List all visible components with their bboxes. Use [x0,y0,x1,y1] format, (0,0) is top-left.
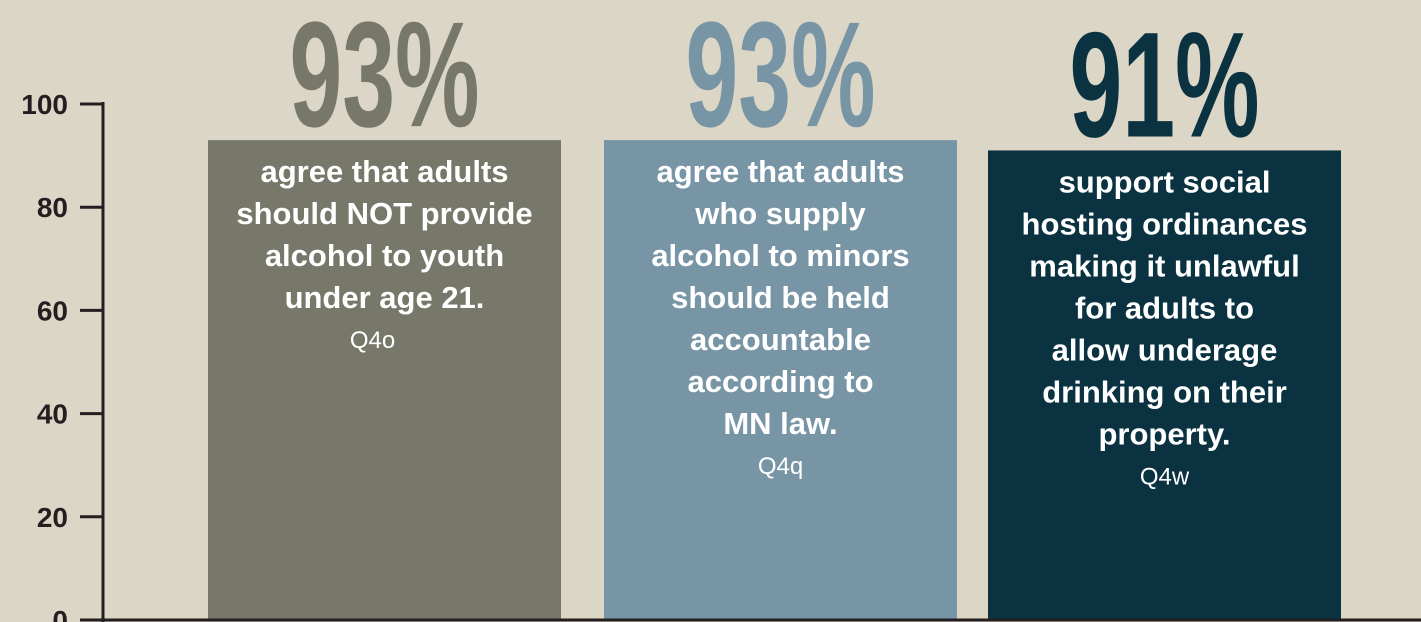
bar-description: for adults to [1075,290,1254,325]
bar-description: drinking on their [1042,374,1287,409]
y-tick-label: 20 [37,502,68,533]
bar [604,140,957,620]
y-tick-label: 60 [37,295,68,326]
bar-description: should be held [671,280,890,315]
bar-description: accountable [690,322,871,357]
question-code: Q4o [350,327,395,354]
y-tick-label: 100 [21,89,68,120]
bar-description: MN law. [723,406,837,441]
bar-description: under age 21. [285,280,485,315]
bar-description: agree that adults [260,154,508,189]
question-code: Q4w [1140,463,1190,490]
y-tick-label: 0 [52,605,68,622]
bar-description: alcohol to minors [651,238,909,273]
bar-description: making it unlawful [1029,248,1299,283]
y-tick-label: 40 [37,399,68,430]
bar-description: who supply [694,196,866,231]
bar-description: property. [1098,416,1230,451]
bar-description: should NOT provide [236,196,532,231]
bar-description: alcohol to youth [265,238,504,273]
bar-description: hosting ordinances [1022,206,1308,241]
value-label: 91% [1070,0,1260,168]
bar [208,140,561,620]
y-tick-label: 80 [37,192,68,223]
bar [988,150,1341,620]
bar-description: support social [1059,164,1271,199]
question-code: Q4q [758,453,803,480]
value-label: 93% [290,0,480,158]
bar-description: allow underage [1052,332,1278,367]
value-label: 93% [686,0,876,158]
bar-description: according to [687,364,873,399]
bar-description: agree that adults [656,154,904,189]
